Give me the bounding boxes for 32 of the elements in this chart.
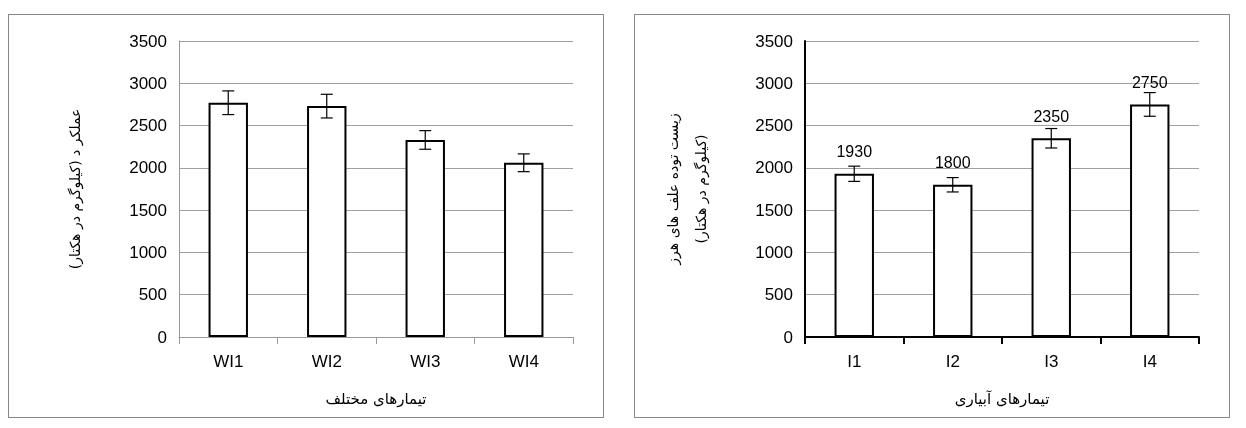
x-tick-label: I2 xyxy=(945,352,960,371)
data-label: 2750 xyxy=(1131,73,1168,91)
y-tick-label: 1500 xyxy=(755,200,793,220)
x-axis-title: تیمارهای آبیاری xyxy=(954,389,1050,408)
x-tick-label: I4 xyxy=(1142,352,1157,371)
x-tick-label: I1 xyxy=(847,352,862,371)
x-axis-title: تیمارهای مختلف xyxy=(325,389,427,408)
data-label: 2350 xyxy=(1033,107,1070,125)
y-tick-label: 3000 xyxy=(755,73,793,93)
data-label: 1930 xyxy=(836,143,873,161)
y-tick-label: 3500 xyxy=(755,31,793,51)
y-tick-label: 2500 xyxy=(129,116,167,136)
y-tick-label: 3000 xyxy=(129,73,167,93)
y-tick-label: 0 xyxy=(157,327,167,347)
data-label: 1800 xyxy=(934,154,971,172)
y-tick-label: 1500 xyxy=(129,200,167,220)
x-tick-label: WI2 xyxy=(311,352,342,371)
y-tick-label: 500 xyxy=(138,285,167,305)
y-tick-label: 2000 xyxy=(755,158,793,178)
x-tick-label: WI3 xyxy=(410,352,441,371)
y-tick-label: 2000 xyxy=(129,158,167,178)
y-tick-label: 0 xyxy=(783,327,793,347)
y-tick-label: 3500 xyxy=(129,31,167,51)
x-tick-label: WI4 xyxy=(508,352,539,371)
y-tick-label: 1000 xyxy=(129,242,167,262)
y-axis-title: زیست توده علف های هرز (کیلوگرم در هکتار) xyxy=(665,113,710,266)
y-tick-label: 2500 xyxy=(755,116,793,136)
y-tick-label: 1000 xyxy=(755,242,793,262)
x-tick-label: WI1 xyxy=(213,352,244,371)
x-tick-label: I3 xyxy=(1044,352,1059,371)
y-axis-title: عملکر د (کیلوگرم در هکتار) xyxy=(67,108,84,270)
y-tick-label: 500 xyxy=(764,285,793,305)
